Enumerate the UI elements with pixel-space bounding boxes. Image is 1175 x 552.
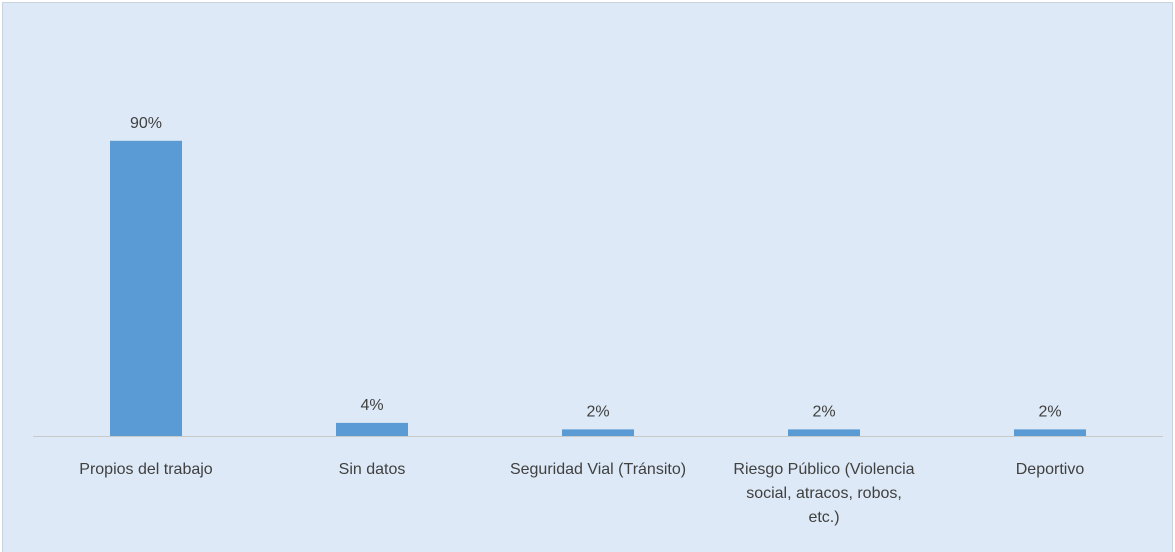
data-label-2: 4% — [360, 397, 383, 414]
bar-5 — [1014, 429, 1086, 436]
category-label-4: Riesgo Público (Violencia social, atracos… — [733, 461, 914, 526]
bar-1 — [110, 140, 182, 437]
category-label-line: Riesgo Público (Violencia — [733, 461, 914, 478]
data-labels-group: 90% 4% 2% 2% 2% — [130, 115, 1062, 421]
category-label-1: Propios del trabajo — [79, 461, 213, 478]
data-label-1: 90% — [130, 115, 162, 132]
category-label-3: Seguridad Vial (Tránsito) — [510, 461, 686, 478]
category-label-line: social, atracos, robos, — [746, 485, 902, 502]
category-label-5: Deportivo — [1016, 461, 1085, 478]
category-label-line: Seguridad Vial (Tránsito) — [510, 461, 686, 478]
data-label-3: 2% — [586, 403, 609, 420]
category-labels-group: Propios del trabajo Sin datos Seguridad Vi… — [79, 461, 1084, 526]
bar-3 — [562, 429, 634, 436]
bar-4 — [788, 429, 860, 436]
category-label-2: Sin datos — [339, 461, 406, 478]
category-label-line: Deportivo — [1016, 461, 1085, 478]
category-label-line: Propios del trabajo — [79, 461, 213, 478]
bars-group — [110, 140, 1086, 437]
bar-2 — [336, 422, 408, 436]
data-label-4: 2% — [812, 403, 835, 420]
category-label-line: etc.) — [808, 509, 839, 526]
data-label-5: 2% — [1038, 403, 1061, 420]
category-label-line: Sin datos — [339, 461, 406, 478]
